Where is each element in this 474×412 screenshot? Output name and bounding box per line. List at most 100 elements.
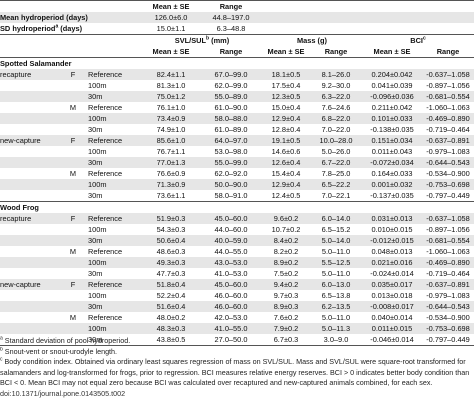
mass-range-cell: 6.5–13.8 [321, 291, 351, 300]
bci-range-cell: -0.753–0.698 [422, 323, 474, 334]
svl-mean-cell: 48.3±0.3 [142, 323, 200, 334]
svl-mean-cell: 47.7±0.3 [156, 269, 186, 278]
mass-mean-cell: 9.4±0.2 [262, 279, 310, 290]
svl-mean-cell: 48.6±0.3 [156, 247, 186, 256]
svl-range-cell: 61.0–90.0 [214, 103, 248, 112]
mass-mean-cell: 8.9±0.2 [262, 257, 310, 268]
group-cell: new-capture [0, 135, 58, 146]
header-row-groups: SVL/SULb (mm) Mass (g) BCIc [0, 35, 474, 47]
mass-mean-cell: 15.0±0.4 [271, 103, 301, 112]
site-cell: 30m [88, 301, 142, 312]
mass-mean-cell: 17.5±0.4 [271, 81, 301, 90]
bci-range-cell: -0.644–0.543 [422, 157, 474, 168]
mass-range-cell: 6.5–22.2 [310, 179, 362, 190]
sex-cell [58, 268, 88, 279]
mass-range-cell: 5.5–12.5 [310, 257, 362, 268]
svl-mean-cell: 51.9±0.3 [142, 213, 200, 224]
site-cell: 30m [88, 235, 142, 246]
sd-hydroperiod-range: 6.3–48.8 [200, 23, 262, 35]
bci-range-cell: -0.719–0.464 [426, 269, 470, 278]
site-cell: Reference [88, 279, 142, 290]
mass-range-cell: 6.8–22.0 [310, 113, 362, 124]
site-cell: 100m [88, 323, 142, 334]
mass-mean-cell: 7.9±0.2 [262, 323, 310, 334]
svl-mean-cell: 74.9±1.0 [156, 125, 186, 134]
doi-link[interactable]: doi:10.1371/journal.pone.0143505.t002 [0, 388, 126, 398]
bci-range-cell: -0.637–0.891 [422, 279, 474, 290]
table-row: recapture F Reference 51.9±0.3 45.0–60.0 9.6±… [0, 213, 474, 224]
svl-mean-cell: 81.3±1.0 [156, 81, 186, 90]
mean-hydroperiod-row: Mean hydroperiod (days) 126.0±6.0 44.8–1… [0, 12, 474, 23]
bci-range-cell: -0.681–0.554 [422, 235, 474, 246]
svl-range-cell: 41.0–55.0 [200, 323, 262, 334]
bci-range-cell: -0.637–1.058 [422, 213, 474, 224]
svl-range-cell: 40.0–59.0 [200, 235, 262, 246]
mass-range-cell: 7.6–24.6 [321, 103, 351, 112]
bci-mean-cell: -0.072±0.034 [362, 157, 422, 168]
table-row: M Reference 48.0±0.2 42.0–53.0 7.6±0.2 5.0–11… [0, 312, 474, 323]
svl-mean-cell: 82.4±1.1 [142, 69, 200, 80]
sex-cell: M [69, 247, 77, 256]
table-row: M Reference 76.1±1.0 61.0–90.0 15.0±0.4 7.6–2… [0, 102, 474, 113]
sex-cell [58, 301, 88, 312]
mass-range-header: Range [310, 46, 362, 58]
sex-cell [58, 113, 88, 124]
group-cell [0, 190, 58, 202]
table-row: recapture F Reference 82.4±1.1 67.0–99.0 18.1… [0, 69, 474, 80]
svl-range-cell: 61.0–89.0 [214, 125, 248, 134]
svl-mean-cell: 73.4±0.9 [142, 113, 200, 124]
bci-mean-cell: 0.010±0.015 [371, 225, 413, 234]
svl-mean-cell: 75.0±1.2 [142, 91, 200, 102]
table-row: 100m 76.7±1.1 53.0–98.0 14.6±0.6 5.0–26.0 0.0… [0, 146, 474, 157]
mass-range-cell: 7.8–25.0 [321, 169, 351, 178]
svl-mean-cell: 76.7±1.1 [156, 147, 186, 156]
table-row: new-capture F Reference 51.8±0.4 45.0–60.0 9.… [0, 279, 474, 290]
bci-mean-cell: 0.101±0.033 [362, 113, 422, 124]
svl-mean-cell: 48.0±0.2 [156, 313, 186, 322]
table-row: M Reference 76.6±0.9 62.0–92.0 15.4±0.4 7.8–2… [0, 168, 474, 179]
section-header-row: Spotted Salamander [0, 58, 474, 70]
bci-mean-cell: 0.021±0.016 [362, 257, 422, 268]
svl-range-cell: 55.0–89.0 [200, 91, 262, 102]
table-row: 30m 50.6±0.4 40.0–59.0 8.4±0.2 5.0–14.0 -0.01… [0, 235, 474, 246]
site-cell: 100m [88, 179, 142, 190]
svl-mean-cell: 51.8±0.4 [142, 279, 200, 290]
group-cell [0, 91, 58, 102]
sex-cell [58, 157, 88, 168]
bci-range-cell: -0.797–0.449 [422, 334, 474, 346]
bci-mean-cell: 0.151±0.034 [362, 135, 422, 146]
svl-range-cell: 42.0–53.0 [214, 313, 248, 322]
svl-mean-cell: 43.8±0.5 [142, 334, 200, 346]
site-cell: 100m [88, 291, 107, 300]
section-header-row: Wood Frog [0, 202, 474, 214]
mass-mean-header: Mean ± SE [262, 46, 310, 58]
bci-range-cell: -0.979–1.083 [426, 291, 470, 300]
group-cell [0, 157, 58, 168]
group-cell [0, 179, 58, 190]
svl-range-header: Range [200, 46, 262, 58]
group-cell [0, 268, 58, 279]
table-row: 30m 73.6±1.1 58.0–91.0 12.4±0.5 7.0–22.1 -0.1… [0, 190, 474, 202]
group-cell [0, 168, 58, 179]
site-cell: Reference [88, 103, 123, 112]
table-row: 30m 51.6±0.4 46.0–60.0 8.9±0.3 6.2–13.5 -0.00… [0, 301, 474, 312]
mass-range-cell: 3.0–9.0 [310, 334, 362, 346]
bci-range-cell: -0.637–0.891 [422, 135, 474, 146]
sex-cell [58, 334, 88, 346]
svl-range-cell: 50.0–90.0 [200, 179, 262, 190]
bci-mean-cell: 0.001±0.032 [362, 179, 422, 190]
footnote-c: c Body condition index. Obtained via ord… [0, 357, 466, 367]
sex-cell: F [58, 279, 88, 290]
site-cell: Reference [88, 69, 142, 80]
svl-range-cell: 46.0–60.0 [200, 301, 262, 312]
svl-mean-cell: 71.3±0.9 [142, 179, 200, 190]
bci-range-cell: -0.534–0.900 [426, 313, 470, 322]
sex-cell: M [69, 169, 77, 178]
group-cell [0, 290, 58, 301]
svl-range-cell: 44.0–55.0 [214, 247, 248, 256]
mass-mean-cell: 9.6±0.2 [262, 213, 310, 224]
bci-mean-cell: -0.046±0.014 [362, 334, 422, 346]
site-cell: Reference [88, 169, 123, 178]
group-cell [0, 113, 58, 124]
site-cell: 30m [88, 91, 142, 102]
